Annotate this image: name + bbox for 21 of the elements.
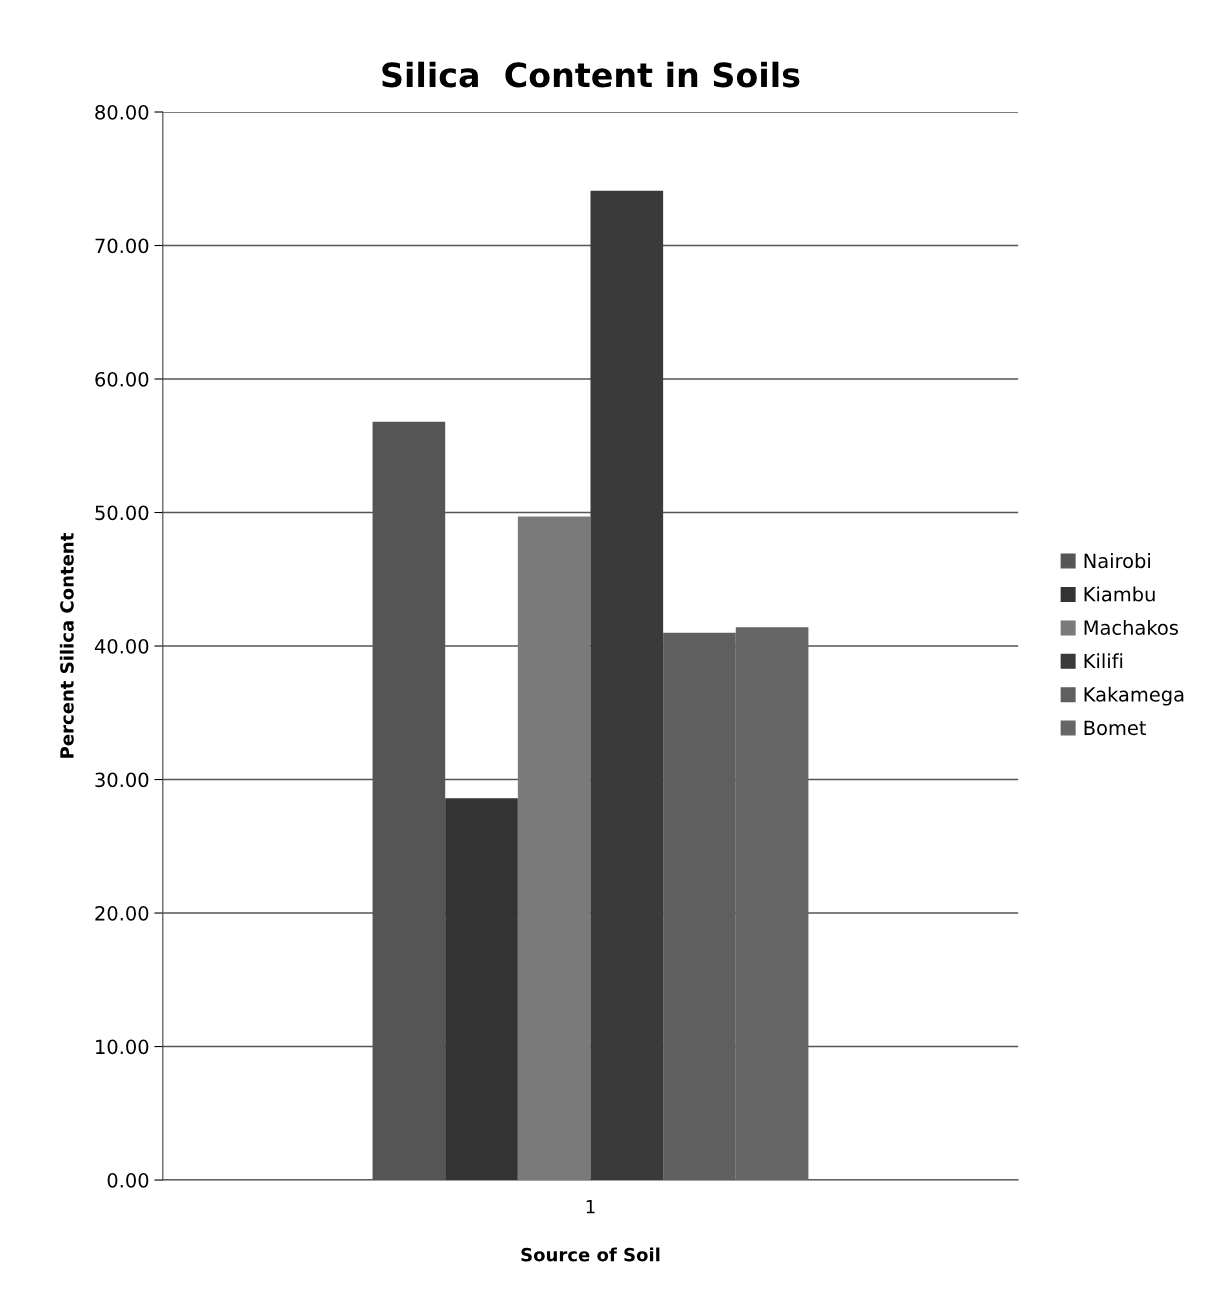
- legend-label: Kilifi: [1084, 653, 1123, 669]
- y-tick-label: 70.00: [95, 238, 149, 254]
- y-tick-label: 60.00: [95, 371, 149, 387]
- y-tick-label: 20.00: [95, 905, 149, 921]
- chart-title: Silica Content in Soils: [382, 61, 800, 88]
- legend-label: Bomet: [1084, 720, 1147, 736]
- x-tick-label: 1: [586, 1200, 595, 1214]
- y-tick-label: 40.00: [94, 638, 149, 654]
- y-tick-label: 30.00: [95, 772, 149, 788]
- y-axis-title: Percent Silica Content: [59, 533, 74, 758]
- y-tick-label: 80.00: [95, 104, 149, 120]
- legend-label: Kakamega: [1084, 686, 1184, 706]
- y-tick-label: 0.00: [107, 1173, 149, 1188]
- y-tick-label: 50.00: [95, 505, 149, 521]
- x-axis-title: Source of Soil: [521, 1247, 660, 1262]
- legend-label: Machakos: [1084, 619, 1178, 635]
- bar: [445, 798, 518, 1181]
- y-tick-label: 10.00: [96, 1039, 149, 1055]
- legend-label: Kiambu: [1084, 586, 1155, 602]
- bar: [517, 516, 591, 1181]
- legend-label: Nairobi: [1084, 553, 1150, 569]
